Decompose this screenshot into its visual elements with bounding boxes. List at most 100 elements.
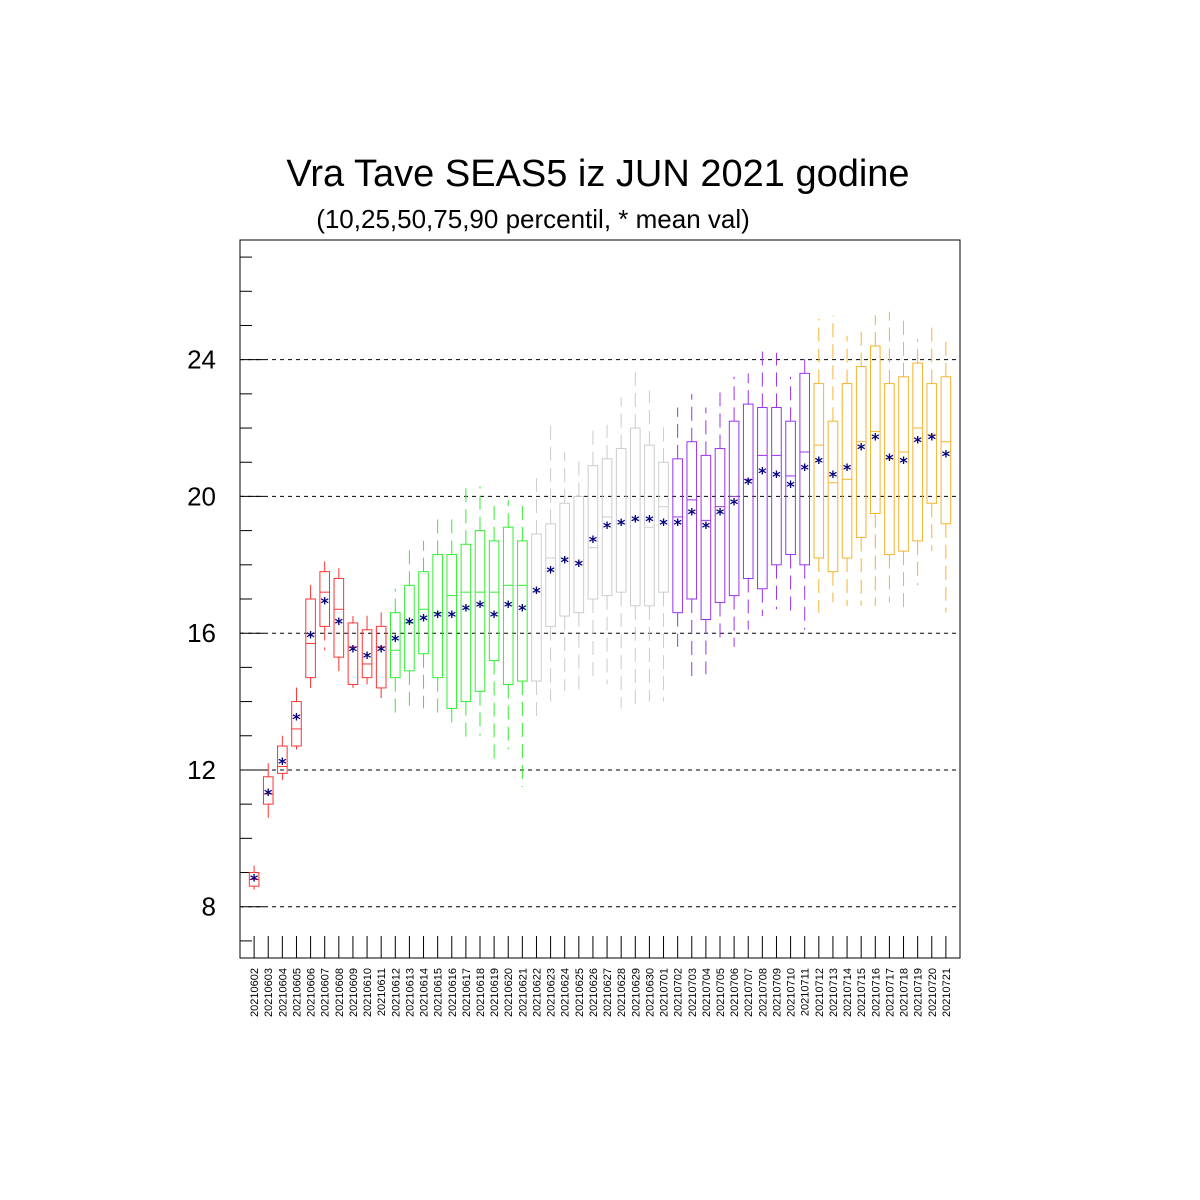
box-iqr — [658, 461, 669, 593]
box-20210629 — [629, 369, 641, 709]
box-20210602 — [248, 865, 260, 890]
box-iqr — [319, 571, 331, 627]
box-20210720 — [926, 322, 938, 552]
box-20210627 — [601, 424, 613, 685]
mean-marker: * — [306, 628, 315, 647]
box-20210614 — [418, 540, 429, 709]
box-20210702 — [672, 407, 683, 647]
x-tick-labels: 20210602 20210603 20210604 20210605 20210606… — [249, 968, 953, 1017]
box-20210617 — [460, 486, 472, 743]
box-20210703 — [686, 393, 698, 682]
box-20210707 — [742, 373, 754, 630]
box-iqr — [277, 745, 288, 774]
box-20210708 — [757, 345, 768, 617]
box-iqr — [686, 441, 698, 600]
mean-marker: * — [815, 453, 824, 472]
y-tick-label: 20 — [187, 481, 216, 511]
x-tick-label: 20210713 — [828, 968, 840, 1017]
box-20210714 — [841, 335, 853, 606]
mean-marker: * — [716, 505, 725, 524]
box-iqr — [559, 502, 571, 617]
box-iqr — [799, 372, 811, 566]
x-tick-label: 20210712 — [814, 968, 826, 1017]
box-iqr — [375, 625, 387, 689]
y-tick-labels: 8 12 16 20 24 — [187, 345, 216, 922]
box-iqr — [573, 495, 585, 614]
box-iqr — [714, 448, 726, 603]
x-tick-label: 20210710 — [786, 968, 798, 1017]
mean-marker: * — [786, 477, 795, 496]
box-iqr — [531, 533, 542, 682]
box-20210715 — [855, 325, 867, 606]
box-iqr — [432, 554, 443, 679]
mean-marker: * — [349, 641, 358, 660]
mean-marker: * — [419, 611, 428, 630]
mean-marker: * — [490, 607, 499, 626]
mean-marker: * — [631, 511, 640, 530]
box-20210608 — [333, 568, 345, 675]
box-iqr — [333, 577, 345, 658]
mean-marker: * — [829, 467, 838, 486]
box-20210611 — [375, 609, 387, 699]
x-tick-label: 20210609 — [348, 968, 360, 1017]
mean-markers: * * * * * * * * * * * * * * * * * * * * * * * * * * * * * * * * * * * * * * * *… — [250, 429, 951, 889]
mean-marker: * — [335, 614, 344, 633]
box-20210604 — [277, 735, 288, 781]
mean-marker: * — [546, 563, 555, 582]
mean-marker: * — [758, 463, 767, 482]
box-iqr — [488, 540, 500, 662]
x-tick-label: 20210721 — [941, 968, 953, 1017]
x-tick-label: 20210607 — [320, 968, 332, 1017]
mean-marker: * — [292, 710, 301, 729]
mean-marker: * — [476, 597, 485, 616]
box-20210607 — [319, 561, 331, 651]
y-tick-label: 12 — [187, 755, 216, 785]
box-iqr — [644, 444, 655, 607]
box-iqr — [926, 383, 938, 504]
mean-marker: * — [250, 870, 259, 889]
box-iqr — [347, 622, 359, 685]
mean-marker: * — [871, 429, 880, 448]
mean-marker: * — [913, 433, 922, 452]
box-iqr — [757, 407, 768, 590]
mean-marker: * — [645, 511, 654, 530]
mean-marker: * — [659, 515, 668, 534]
x-tick-label: 20210628 — [616, 968, 628, 1017]
x-tick-label: 20210616 — [447, 968, 459, 1017]
box-20210706 — [728, 376, 740, 647]
mean-marker: * — [673, 515, 682, 534]
box-20210622 — [531, 472, 542, 723]
box-iqr — [389, 612, 401, 679]
x-tick-label: 20210714 — [842, 968, 854, 1017]
y-minor-ticks — [240, 256, 252, 942]
x-tick-label: 20210604 — [277, 968, 289, 1017]
x-tick-label: 20210707 — [743, 968, 755, 1017]
box-iqr — [502, 526, 514, 685]
x-tick-label: 20210703 — [687, 968, 699, 1017]
mean-marker: * — [504, 597, 513, 616]
box-20210625 — [573, 455, 585, 695]
box-iqr — [601, 458, 613, 597]
box-iqr — [361, 629, 373, 679]
box-20210710 — [785, 376, 796, 617]
x-tick-label: 20210605 — [291, 968, 303, 1017]
box-iqr — [545, 523, 556, 627]
box-iqr — [785, 420, 796, 556]
mean-marker: * — [603, 518, 612, 537]
mean-marker: * — [448, 607, 457, 626]
chart-subtitle: (10,25,50,75,90 percentil, * mean val) — [316, 204, 750, 234]
x-tick-label: 20210629 — [630, 968, 642, 1017]
box-iqr — [728, 420, 740, 597]
box-iqr — [418, 571, 429, 655]
mean-marker: * — [617, 515, 626, 534]
mean-marker: * — [688, 505, 697, 524]
mean-marker: * — [899, 453, 908, 472]
y-tick-label: 16 — [187, 618, 216, 648]
x-tick-label: 20210704 — [701, 968, 713, 1017]
mean-marker: * — [857, 440, 866, 459]
x-tick-label: 20210610 — [362, 968, 374, 1017]
y-tick-label: 8 — [202, 892, 216, 922]
box-20210628 — [615, 397, 627, 709]
x-tick-label: 20210708 — [757, 968, 769, 1017]
mean-marker: * — [405, 614, 414, 633]
